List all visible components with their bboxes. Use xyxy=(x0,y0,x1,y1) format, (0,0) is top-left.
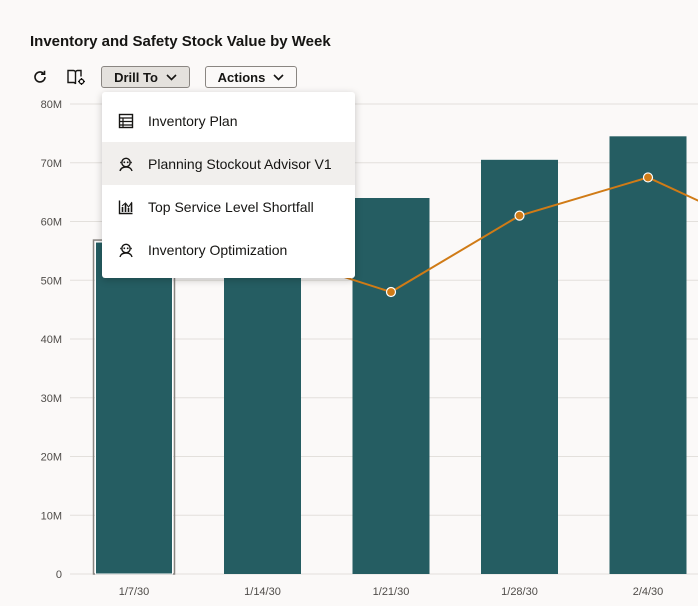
drill-to-label: Drill To xyxy=(114,69,158,85)
line-point[interactable] xyxy=(642,172,654,183)
menu-item-inventory-optimization[interactable]: Inventory Optimization xyxy=(102,228,355,271)
bar[interactable] xyxy=(224,233,301,574)
book-settings-icon[interactable] xyxy=(66,66,86,88)
actions-label: Actions xyxy=(217,69,266,85)
menu-item-label: Planning Stockout Advisor V1 xyxy=(148,155,332,172)
menu-item-inventory-plan[interactable]: Inventory Plan xyxy=(102,99,355,142)
y-tick-label: 20M xyxy=(41,452,62,464)
bar[interactable] xyxy=(352,198,430,574)
bar[interactable] xyxy=(95,241,173,575)
x-tick-label: 1/28/30 xyxy=(501,586,538,598)
x-tick-label: 2/4/30 xyxy=(633,586,664,598)
y-axis-ticks: 0 10M 20M 30M 40M 50M 60M 70M 80M xyxy=(41,99,62,581)
y-tick-label: 10M xyxy=(41,510,62,522)
y-tick-label: 60M xyxy=(41,217,62,229)
line-point[interactable] xyxy=(514,210,525,221)
y-tick-label: 80M xyxy=(41,99,62,111)
bar[interactable] xyxy=(609,136,687,574)
actions-button[interactable]: Actions xyxy=(205,66,297,88)
y-tick-label: 40M xyxy=(41,334,62,346)
advisor-icon xyxy=(117,155,135,173)
menu-item-top-service-level-shortfall[interactable]: Top Service Level Shortfall xyxy=(102,185,355,228)
menu-item-planning-stockout-advisor[interactable]: Planning Stockout Advisor V1 xyxy=(102,142,355,185)
drill-to-button[interactable]: Drill To xyxy=(101,66,190,88)
x-tick-label: 1/21/30 xyxy=(373,586,410,598)
x-tick-label: 1/14/30 xyxy=(244,586,281,598)
bar-series xyxy=(92,136,687,575)
y-tick-label: 30M xyxy=(41,393,62,405)
drill-to-menu: Inventory Plan Planning Stockout Advisor… xyxy=(102,92,355,278)
y-tick-label: 50M xyxy=(41,275,62,287)
y-tick-label: 70M xyxy=(41,158,62,170)
refresh-icon[interactable] xyxy=(30,66,50,88)
chart-title: Inventory and Safety Stock Value by Week xyxy=(30,33,331,50)
bar-chart-icon xyxy=(117,198,135,216)
table-icon xyxy=(117,112,135,130)
line-series xyxy=(262,172,698,298)
menu-item-label: Top Service Level Shortfall xyxy=(148,198,314,215)
x-axis-ticks: 1/7/30 1/14/30 1/21/30 1/28/30 2/4/30 xyxy=(119,586,664,598)
chevron-down-icon xyxy=(166,73,177,81)
menu-item-label: Inventory Optimization xyxy=(148,241,288,258)
x-tick-label: 1/7/30 xyxy=(119,586,150,598)
y-tick-label: 0 xyxy=(56,569,62,581)
menu-item-label: Inventory Plan xyxy=(148,112,238,129)
line-point[interactable] xyxy=(385,286,397,298)
advisor-icon xyxy=(117,241,135,259)
chevron-down-icon xyxy=(273,73,284,81)
bar[interactable] xyxy=(481,159,558,574)
